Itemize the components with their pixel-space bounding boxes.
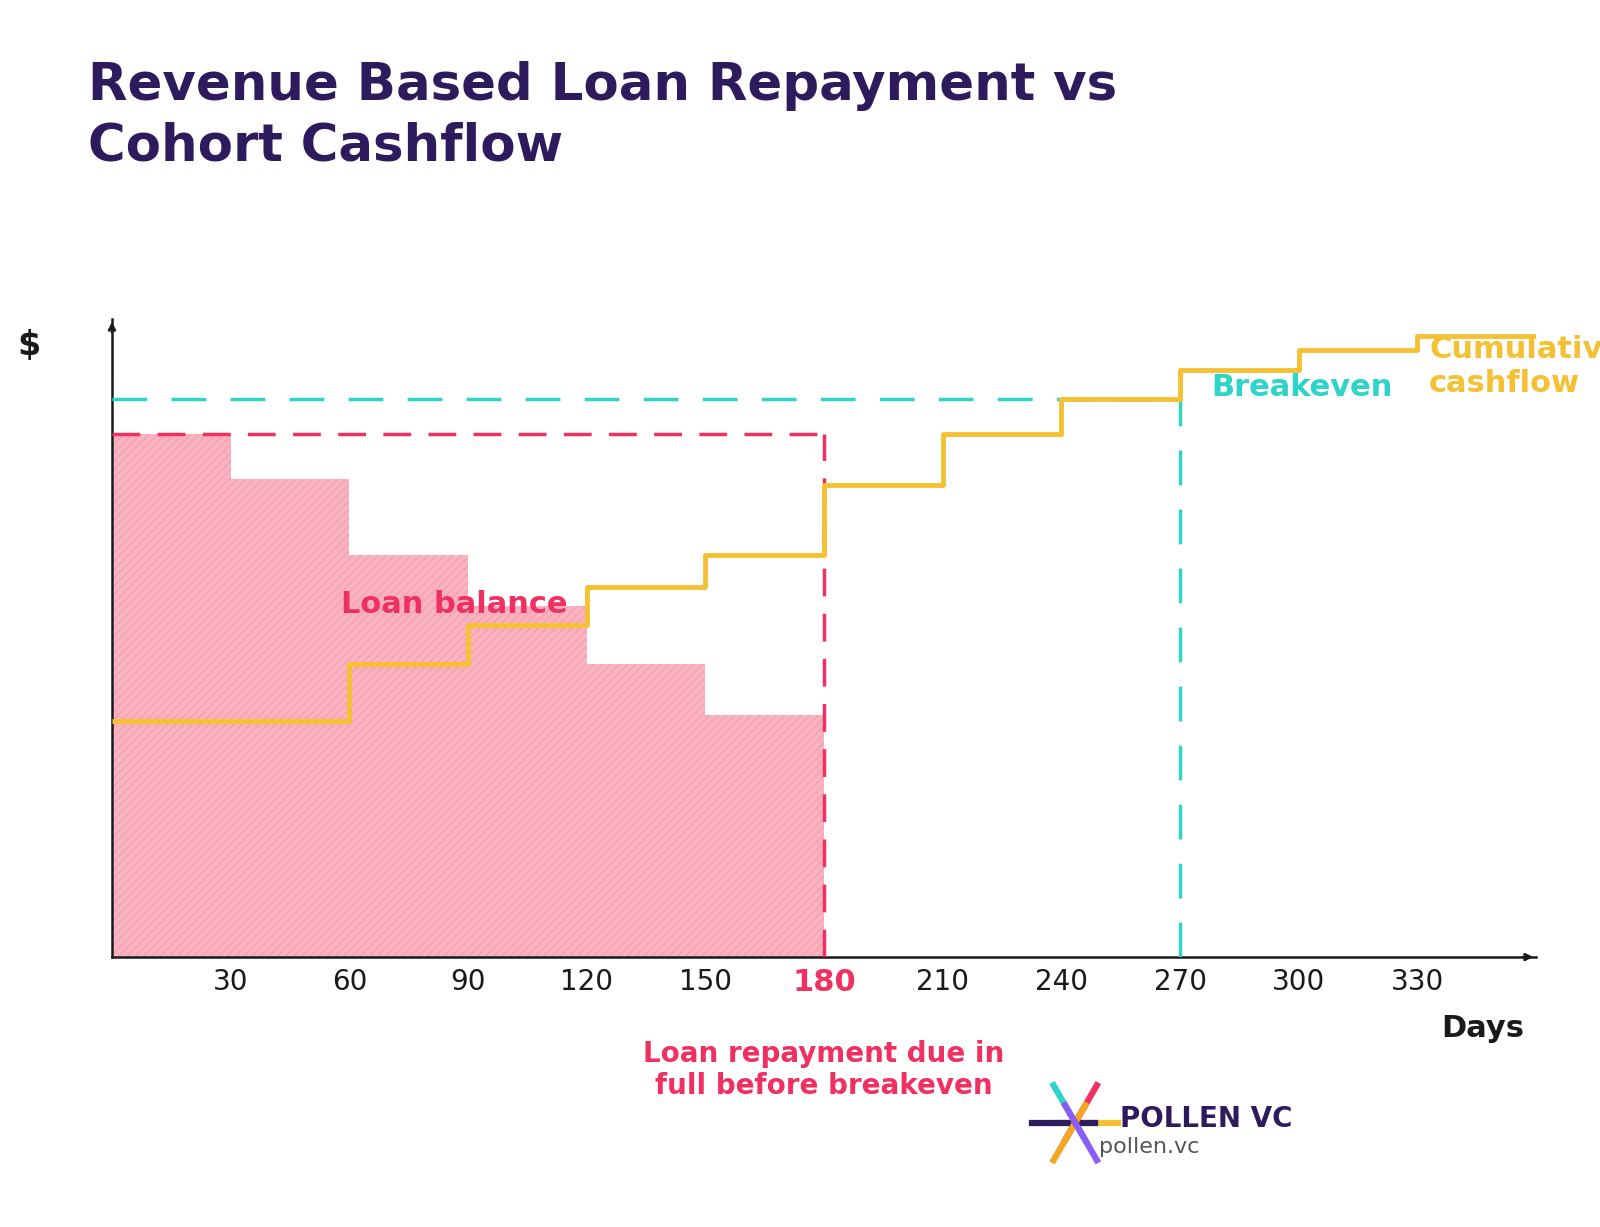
Text: pollen.vc: pollen.vc — [1099, 1137, 1198, 1157]
Text: Loan balance: Loan balance — [341, 589, 568, 618]
Text: Loan repayment due in
full before breakeven: Loan repayment due in full before breake… — [643, 1040, 1005, 1101]
Text: Cumulative
cashflow: Cumulative cashflow — [1429, 335, 1600, 398]
Text: POLLEN VC: POLLEN VC — [1120, 1106, 1293, 1133]
Text: $: $ — [18, 329, 42, 362]
Text: Revenue Based Loan Repayment vs
Cohort Cashflow: Revenue Based Loan Repayment vs Cohort C… — [88, 61, 1117, 171]
Text: Breakeven: Breakeven — [1211, 373, 1394, 402]
Text: Days: Days — [1442, 1015, 1525, 1043]
